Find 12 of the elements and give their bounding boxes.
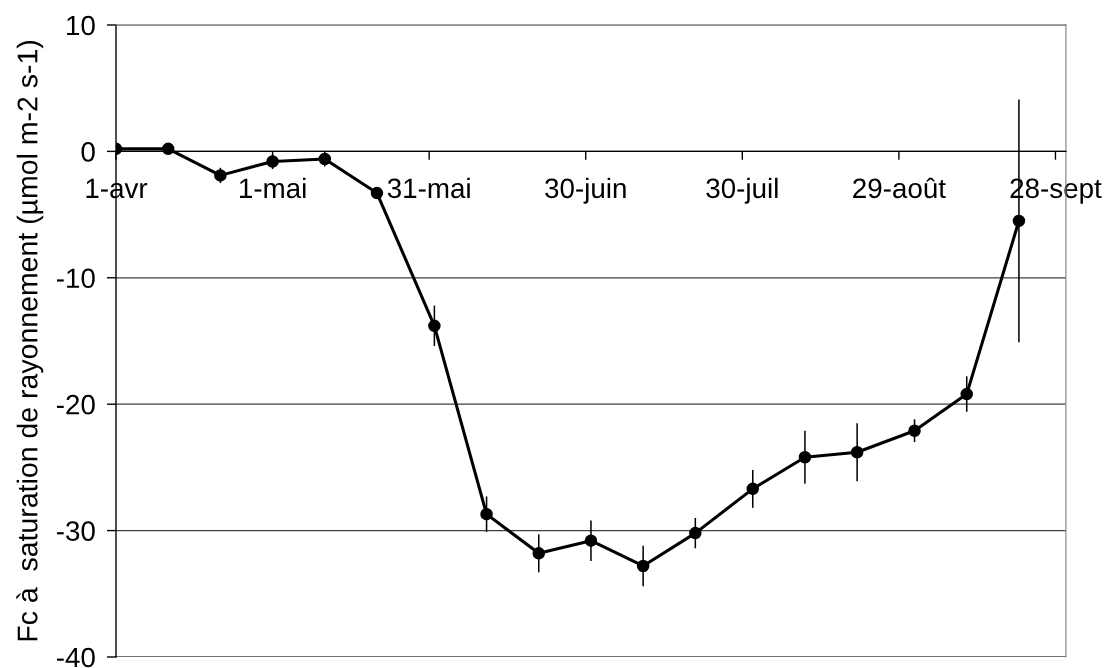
y-tick-label: 10 [67,15,95,36]
y-tick-label: -20 [56,394,95,415]
x-tick-label: 1-mai [239,177,306,199]
y-tick-label: 0 [81,142,95,162]
y-axis-title: Fc à saturation de rayonnement (µmol m-2 s-1) [16,40,44,641]
x-tick-label: 30-juil [706,177,778,204]
x-tick-label: 30-juin [545,177,626,204]
x-tick-label: 29-août [853,177,946,199]
x-tick-label: 31-mai [387,177,470,199]
y-tick-label: -10 [56,268,95,289]
y-tick-label: -40 [56,647,95,668]
y-tick-label: -30 [56,521,95,541]
